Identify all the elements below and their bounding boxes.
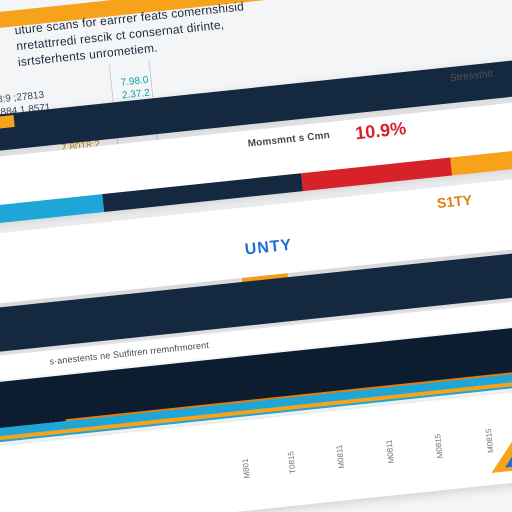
- axis-tick-label: M0811: [334, 444, 345, 469]
- axis-tick-label: M801: [241, 458, 252, 479]
- axis-tick-label: M0811: [384, 439, 395, 464]
